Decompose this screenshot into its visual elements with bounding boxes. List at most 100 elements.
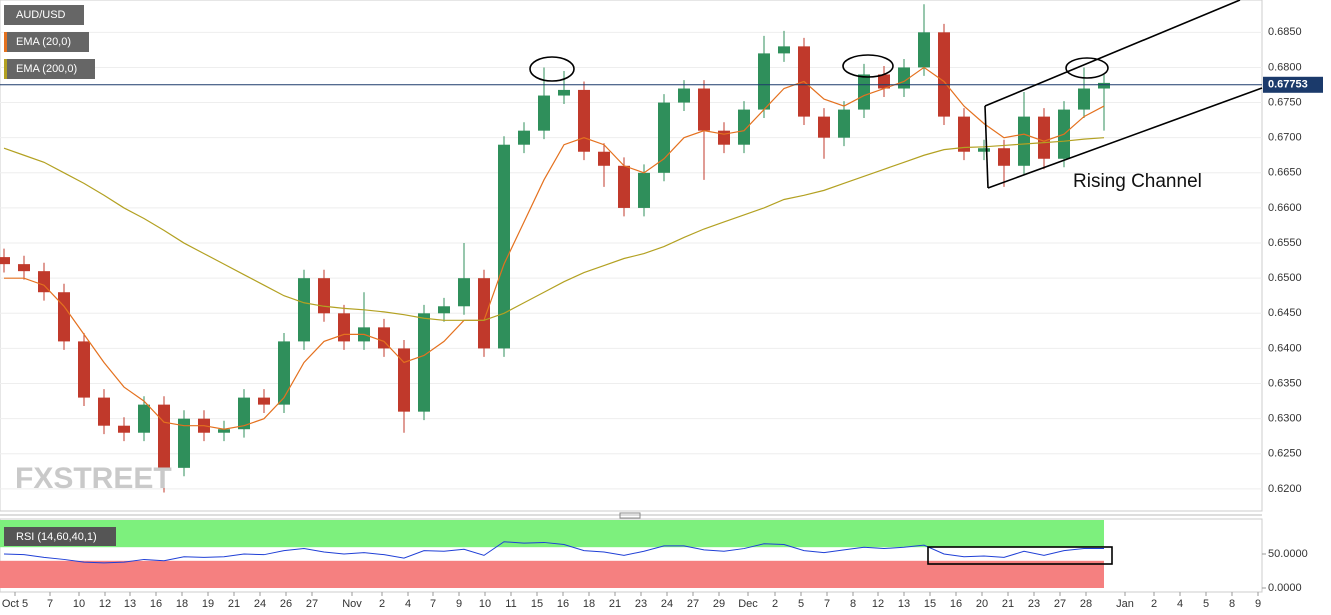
candle-body xyxy=(518,130,530,145)
candle-body xyxy=(338,313,350,342)
price-layer: 0.6200 0.6250 0.6300 0.6350 0.6400 0.6450 0.65… xyxy=(0,4,1323,610)
x-tick-label: 13 xyxy=(124,598,136,610)
candle-body xyxy=(978,148,990,152)
candle-body xyxy=(378,327,390,349)
x-tick-label: 7 xyxy=(824,598,830,610)
x-tick-label: 9 xyxy=(1255,598,1261,610)
x-tick-label: 15 xyxy=(924,598,936,610)
x-tick-label: 21 xyxy=(609,598,621,610)
candle-body xyxy=(118,425,130,433)
y-tick-label: 0.6300 xyxy=(1268,413,1302,425)
x-tick-label: 12 xyxy=(99,598,111,610)
y-tick-label: 0.6200 xyxy=(1268,483,1302,495)
candle-body xyxy=(258,397,270,405)
legend-box xyxy=(4,59,95,79)
x-tick-label: 23 xyxy=(635,598,647,610)
x-tick-label: 23 xyxy=(1028,598,1040,610)
candle-body xyxy=(298,278,310,342)
x-tick-label: 5 xyxy=(798,598,804,610)
x-tick-label: 28 xyxy=(1080,598,1092,610)
candle-body xyxy=(1078,88,1090,110)
x-tick-label: 16 xyxy=(950,598,962,610)
candle-body xyxy=(498,144,510,349)
last-price-label: 0.67753 xyxy=(1268,79,1308,91)
y-tick-label: 0.6650 xyxy=(1268,167,1302,179)
x-tick-label: 2 xyxy=(379,598,385,610)
x-tick-label: 16 xyxy=(557,598,569,610)
y-tick-label: 0.6350 xyxy=(1268,377,1302,389)
candle-body xyxy=(958,116,970,152)
x-tick-label: 26 xyxy=(280,598,292,610)
candle-body xyxy=(578,89,590,152)
candle-body xyxy=(818,116,830,138)
legend-swatch xyxy=(4,59,7,79)
candle-body xyxy=(538,95,550,131)
candle-body xyxy=(418,313,430,412)
x-tick-label: 21 xyxy=(228,598,240,610)
candle-body xyxy=(458,278,470,307)
legend-box xyxy=(4,5,84,25)
rsi-tick-label: 50.0000 xyxy=(1268,548,1308,560)
y-tick-label: 0.6600 xyxy=(1268,202,1302,214)
ema-line xyxy=(3,137,1105,321)
candle-body xyxy=(738,109,750,145)
legend-label: EMA (20,0) xyxy=(16,36,71,48)
candle-body xyxy=(18,264,30,272)
y-tick-label: 0.6500 xyxy=(1268,272,1302,284)
legend-swatch xyxy=(4,32,7,52)
candle-body xyxy=(138,404,150,433)
candle-body xyxy=(898,67,910,89)
candle-body xyxy=(558,89,570,96)
x-tick-label: 13 xyxy=(898,598,910,610)
last-price-tag xyxy=(1263,76,1323,93)
candle-body xyxy=(58,292,70,342)
candle-body xyxy=(238,397,250,430)
candle-body xyxy=(758,53,770,110)
legend-box xyxy=(4,32,89,52)
x-tick-label: 9 xyxy=(456,598,462,610)
candle-body xyxy=(0,257,10,265)
candle-body xyxy=(698,88,710,131)
peak-marker xyxy=(842,54,894,78)
candle-body xyxy=(858,74,870,110)
x-tick-label: 12 xyxy=(872,598,884,610)
x-tick-label: 15 xyxy=(531,598,543,610)
legend-label: RSI (14,60,40,1) xyxy=(16,531,97,543)
candle-body xyxy=(638,172,650,208)
y-tick-label: 0.6450 xyxy=(1268,307,1302,319)
legend: AUD/USD EMA (20,0) EMA (200,0) RSI (14,6… xyxy=(4,5,116,546)
x-tick-label: 29 xyxy=(713,598,725,610)
candle-body xyxy=(1038,116,1050,159)
x-tick-label: 2 xyxy=(772,598,778,610)
channel-upper xyxy=(984,0,1241,107)
candle-body xyxy=(838,109,850,138)
x-tick-label: 18 xyxy=(176,598,188,610)
rsi-band xyxy=(0,560,1104,588)
rsi-band xyxy=(0,520,1104,548)
peak-marker xyxy=(1065,57,1109,79)
rsi-line xyxy=(3,541,1104,564)
candle-body xyxy=(678,88,690,103)
candle-body xyxy=(78,341,90,398)
candle-body xyxy=(318,278,330,314)
x-tick-label: 4 xyxy=(1177,598,1183,610)
resize-grip xyxy=(619,512,641,519)
candle-body xyxy=(398,348,410,412)
peak-marker xyxy=(529,56,575,82)
x-tick-label: 20 xyxy=(976,598,988,610)
legend-label: EMA (200,0) xyxy=(16,63,77,75)
x-tick-label: 24 xyxy=(254,598,266,610)
legend-title: AUD/USD xyxy=(16,9,66,21)
y-tick-label: 0.6750 xyxy=(1268,96,1302,108)
x-tick-label: 8 xyxy=(1229,598,1235,610)
candle-body xyxy=(158,404,170,468)
x-tick-label: 4 xyxy=(405,598,411,610)
x-tick-label: 27 xyxy=(306,598,318,610)
candle-body xyxy=(478,278,490,349)
y-tick-label: 0.6250 xyxy=(1268,448,1302,460)
candle-body xyxy=(998,148,1010,166)
y-tick-label: 0.6400 xyxy=(1268,342,1302,354)
rsi-box xyxy=(927,546,1113,565)
candle-body xyxy=(178,418,190,468)
